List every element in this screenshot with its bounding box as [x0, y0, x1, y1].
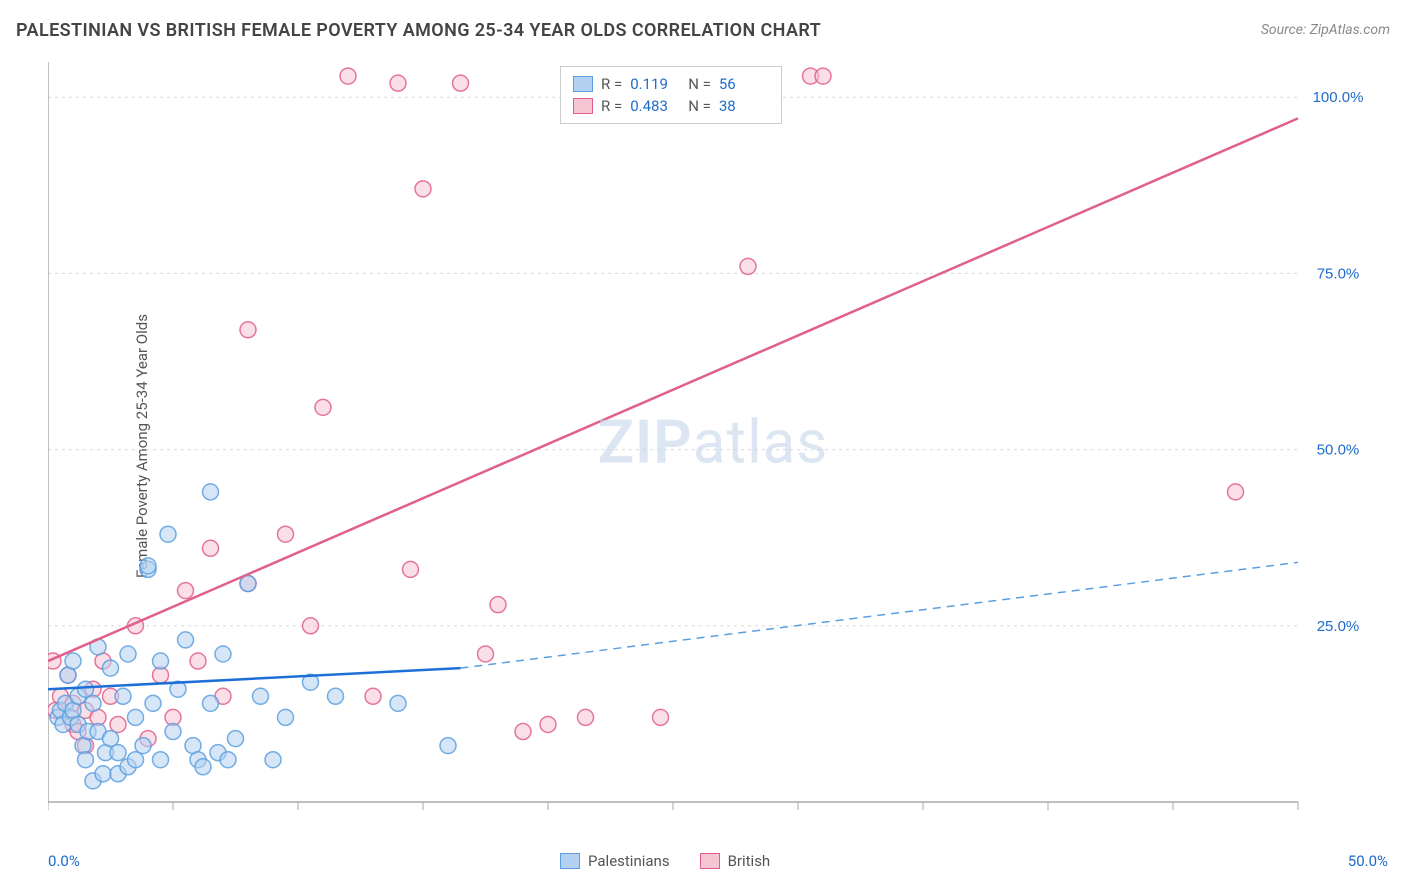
swatch-palestinians [573, 76, 593, 92]
legend: Palestinians British [560, 852, 770, 870]
svg-text:75.0%: 75.0% [1317, 265, 1360, 282]
rn-row-british: R = 0.483 N = 38 [573, 95, 769, 117]
chart-root: PALESTINIAN VS BRITISH FEMALE POVERTY AM… [0, 0, 1406, 892]
x-axis-right-label: 50.0% [1348, 852, 1388, 870]
r-label-1: R = [601, 97, 622, 115]
plot-area: ZIPatlas 25.0%50.0%75.0%100.0% [48, 62, 1378, 822]
legend-swatch-british [700, 853, 720, 869]
legend-swatch-palestinians [560, 853, 580, 869]
r-val-0: 0.119 [630, 75, 680, 93]
legend-label-british: British [728, 852, 771, 870]
swatch-british [573, 98, 593, 114]
legend-item-palestinians: Palestinians [560, 852, 670, 870]
svg-text:50.0%: 50.0% [1317, 442, 1360, 459]
chart-title: PALESTINIAN VS BRITISH FEMALE POVERTY AM… [16, 20, 821, 41]
chart-source: Source: ZipAtlas.com [1261, 22, 1390, 38]
n-val-0: 56 [719, 75, 769, 93]
correlation-box: R = 0.119 N = 56 R = 0.483 N = 38 [560, 66, 782, 124]
legend-item-british: British [700, 852, 771, 870]
rn-row-palestinians: R = 0.119 N = 56 [573, 73, 769, 95]
legend-label-palestinians: Palestinians [588, 852, 670, 870]
svg-text:100.0%: 100.0% [1313, 89, 1364, 106]
svg-text:25.0%: 25.0% [1317, 618, 1360, 635]
n-label-0: N = [688, 75, 711, 93]
n-val-1: 38 [719, 97, 769, 115]
r-label-0: R = [601, 75, 622, 93]
n-label-1: N = [688, 97, 711, 115]
plot-svg: 25.0% 50.0% 75.0% 100.0% [48, 62, 1378, 822]
x-axis-left-label: 0.0% [48, 852, 80, 870]
r-val-1: 0.483 [630, 97, 680, 115]
